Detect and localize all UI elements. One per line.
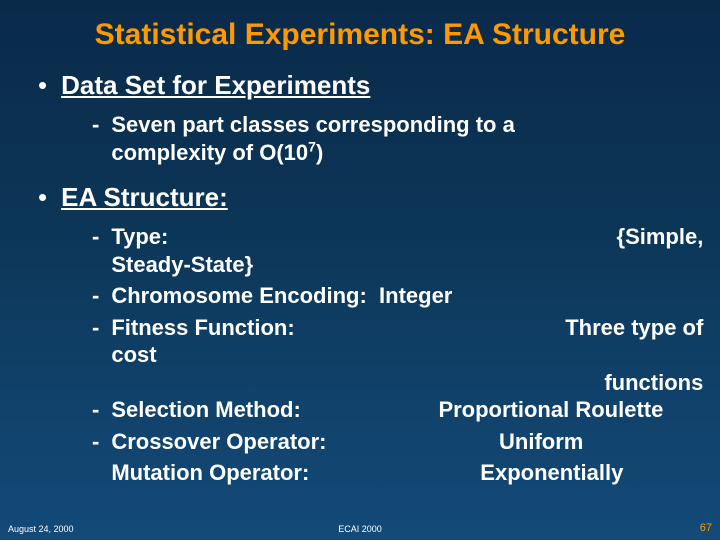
list-item: - Mutation Operator: Exponentially: [92, 459, 682, 487]
bullet-icon: •: [38, 72, 47, 98]
cont2: functions: [604, 369, 703, 397]
list-item: - Seven part classes corresponding to a …: [92, 111, 682, 166]
item-text: Selection Method: Proportional Roulette: [111, 396, 703, 424]
value: Exponentially: [480, 459, 623, 487]
line: ): [316, 140, 323, 165]
item-text: Chromosome Encoding: Integer: [111, 282, 452, 310]
value: Three type of: [565, 314, 703, 342]
section-heading-1: • Data Set for Experiments: [38, 70, 682, 101]
cont: cost: [111, 342, 156, 367]
list-item: - Chromosome Encoding: Integer: [92, 282, 682, 310]
dash-icon: -: [92, 283, 99, 309]
heading-text: Data Set for Experiments: [61, 70, 370, 101]
page-number: 67: [700, 522, 712, 534]
label: Selection Method:: [111, 396, 300, 424]
superscript: 7: [308, 138, 316, 154]
slide-content: • Data Set for Experiments - Seven part …: [0, 70, 720, 487]
value: Uniform: [499, 428, 583, 456]
bullet-icon: •: [38, 184, 47, 210]
list-item: - Fitness Function: Three type of cost f…: [92, 314, 682, 397]
footer-venue: ECAI 2000: [338, 524, 382, 534]
dash-icon: -: [92, 112, 99, 138]
line: complexity of O(10: [111, 140, 308, 165]
label: Type:: [111, 223, 168, 251]
list-item: - Selection Method: Proportional Roulett…: [92, 396, 682, 424]
slide-title: Statistical Experiments: EA Structure: [0, 0, 720, 62]
list-item: - Type: {Simple, Steady-State}: [92, 223, 682, 278]
label: Crossover Operator:: [111, 428, 326, 456]
slide: Statistical Experiments: EA Structure • …: [0, 0, 720, 540]
heading-text: EA Structure:: [61, 182, 228, 213]
value: Integer: [379, 283, 452, 308]
footer-date: August 24, 2000: [8, 524, 74, 534]
label: Fitness Function:: [111, 314, 294, 342]
dash-icon: -: [92, 315, 99, 341]
label: Mutation Operator:: [111, 459, 309, 487]
dash-icon: -: [92, 429, 99, 455]
item-text: Mutation Operator: Exponentially: [111, 459, 703, 487]
cont: Steady-State}: [111, 252, 253, 277]
item-text: Seven part classes corresponding to a co…: [111, 111, 514, 166]
dash-icon: -: [92, 224, 99, 250]
section-heading-2: • EA Structure:: [38, 182, 682, 213]
label: Chromosome Encoding:: [111, 283, 366, 308]
dash-icon: -: [92, 397, 99, 423]
line: Seven part classes corresponding to a: [111, 112, 514, 137]
item-text: Type: {Simple, Steady-State}: [111, 223, 703, 278]
item-text: Fitness Function: Three type of cost fun…: [111, 314, 703, 397]
value: {Simple,: [617, 223, 704, 251]
item-text: Crossover Operator: Uniform: [111, 428, 703, 456]
list-item: - Crossover Operator: Uniform: [92, 428, 682, 456]
value: Proportional Roulette: [438, 396, 663, 424]
